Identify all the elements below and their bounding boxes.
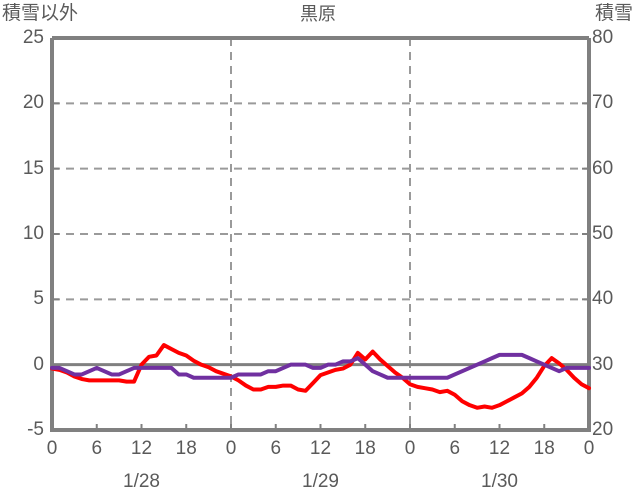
x-axis-tick-label: 6 <box>270 438 282 459</box>
x-axis-tick-label: 12 <box>309 438 332 459</box>
x-axis-tick-label: 12 <box>130 438 153 459</box>
x-axis-tick-label: 0 <box>583 438 595 459</box>
x-axis-tick-label: 0 <box>404 438 416 459</box>
x-axis-date-label: 1/30 <box>481 471 518 492</box>
data-series <box>50 343 591 410</box>
left-axis-tick-label: 10 <box>22 223 44 244</box>
x-axis-tick-label: 18 <box>354 438 376 459</box>
right-axis-tick-label: 40 <box>592 288 614 310</box>
right-axis-tick-label: 30 <box>592 353 614 375</box>
x-axis-tick-label: 0 <box>46 438 58 459</box>
x-axis-tick-label: 18 <box>533 438 555 459</box>
right-axis-tick-label: 20 <box>592 419 614 440</box>
left-axis-tick-label: 20 <box>22 92 44 114</box>
left-axis-title: 積雪以外 <box>2 3 79 24</box>
series-line-snow-depth <box>50 352 591 380</box>
series-line-temperature <box>50 343 591 410</box>
right-axis-title: 積雪 <box>594 3 633 24</box>
right-axis-tick-label: 70 <box>592 92 614 114</box>
x-axis-tick-label: 12 <box>488 438 511 459</box>
left-axis-tick-label: -5 <box>27 419 44 440</box>
grid-lines <box>52 38 589 430</box>
right-axis-tick-label: 80 <box>592 27 614 48</box>
x-axis-date-label: 1/28 <box>123 471 160 492</box>
x-axis-tick-label: 6 <box>91 438 103 459</box>
left-axis-tick-label: 15 <box>22 157 44 179</box>
right-axis-tick-label: 50 <box>592 223 614 244</box>
x-axis-date-label: 1/29 <box>302 471 339 492</box>
page-title: 黒原 <box>300 4 336 24</box>
axis-ticks <box>51 102 590 430</box>
left-axis-tick-label: 0 <box>33 353 44 375</box>
left-axis-tick-label: 25 <box>22 27 44 48</box>
x-axis-tick-label: 0 <box>225 438 237 459</box>
x-axis-tick-label: 6 <box>449 438 461 459</box>
x-axis-tick-label: 18 <box>175 438 197 459</box>
right-axis-tick-label: 60 <box>592 157 614 179</box>
left-axis-tick-label: 5 <box>33 288 44 310</box>
